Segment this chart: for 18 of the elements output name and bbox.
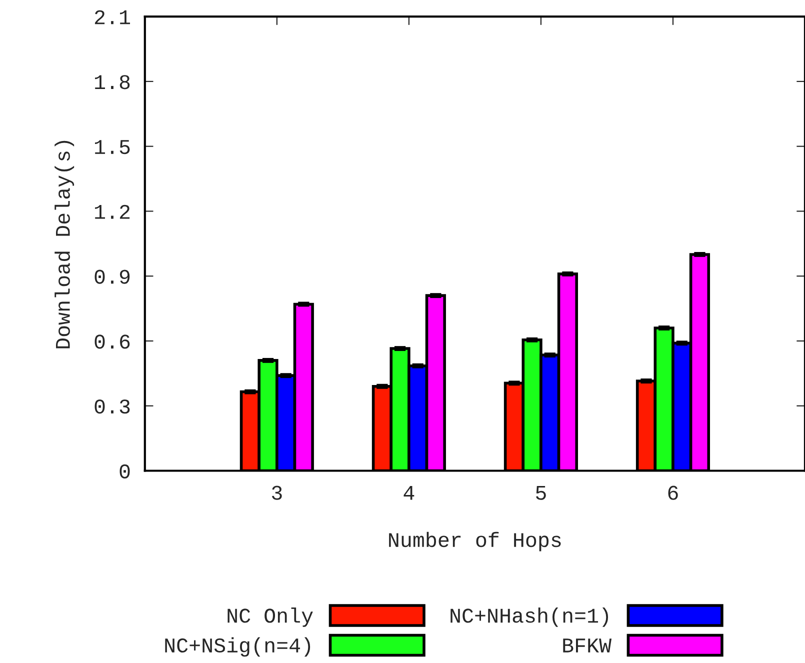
y-tick-label: 0 (120, 464, 130, 478)
x-axis-title: Number of Hops (389, 532, 561, 552)
legend-label: NC Only (228, 607, 313, 627)
y-tick-label: 0.9 (94, 270, 130, 284)
x-tick-label: 6 (668, 486, 678, 500)
y-tick-label: 2.1 (94, 10, 130, 24)
y-tick-label: 1.8 (95, 75, 130, 90)
y-tick-label: 1.5 (95, 140, 130, 154)
legend-label: NC+NSig(n=4) (165, 637, 310, 657)
y-tick-label: 0.6 (94, 334, 130, 349)
x-tick-label: 5 (536, 486, 546, 500)
legend-label: BFKW (563, 638, 612, 652)
y-tick-label: 0.3 (94, 399, 130, 414)
x-tick-label: 3 (272, 486, 282, 500)
y-tick-label: 1.2 (95, 204, 130, 219)
x-tick-label: 4 (404, 486, 414, 500)
y-axis-title: Download Delay(s) (54, 140, 74, 348)
legend-label: NC+NHash(n=1) (450, 607, 608, 627)
